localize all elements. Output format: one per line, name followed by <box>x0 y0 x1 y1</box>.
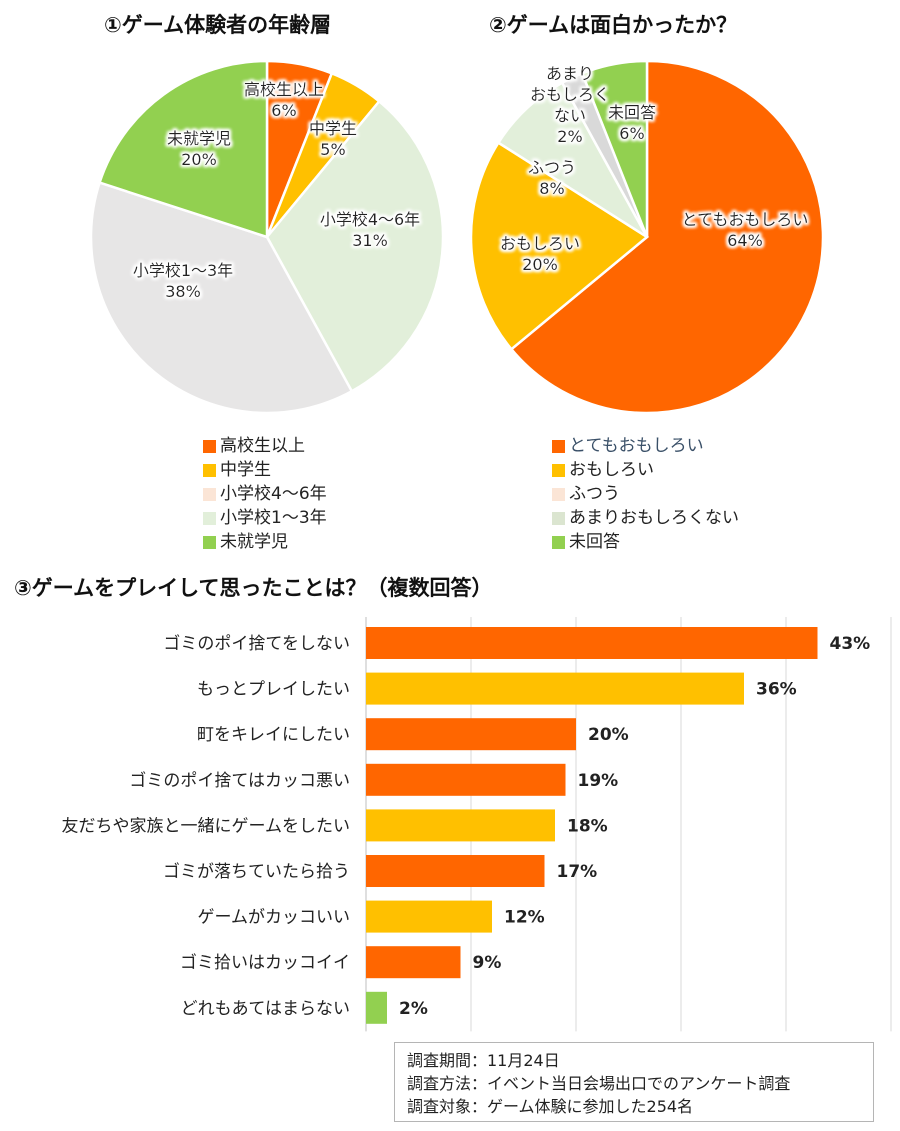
pie-chart-fun: とてもおもしろい 64% おもしろい 20% ふつう 8% あまりおもしろくない 2%未回答 6… <box>469 59 825 415</box>
age-legend-swatch-3 <box>203 511 216 525</box>
fun-legend-label-0: とてもおもしろい <box>569 436 704 456</box>
age-pie-slice-4 <box>98 59 269 239</box>
fun-legend-swatch-4 <box>552 535 565 549</box>
bar-2 <box>366 718 576 751</box>
fun-legend-swatch-3 <box>552 511 565 525</box>
note-method: 調査方法：イベント当日会場出口でのアンケート調査 <box>407 1074 791 1093</box>
age-legend-item-3: 小学校1～3年 <box>203 506 327 530</box>
fun-pie-label-1: おもしろい 20% <box>500 234 580 274</box>
age-pie-label-0: 高校生以上 6% <box>244 80 324 120</box>
bar-value-label-6: 12% <box>504 908 545 928</box>
fun-legend-label-3: あまりおもしろくない <box>569 508 739 528</box>
age-pie-label-2: 小学校4～6年 31% <box>320 210 420 250</box>
bar-value-label-5: 17% <box>557 862 598 882</box>
bar-4 <box>366 809 555 842</box>
fun-legend-label-1: おもしろい <box>569 460 654 480</box>
age-legend-label-2: 小学校4～6年 <box>220 484 327 504</box>
note-period: 調査期間：11月24日 <box>407 1051 560 1070</box>
bar-value-label-8: 2% <box>399 999 428 1019</box>
bar-category-label-1: もっとプレイしたい <box>197 680 350 700</box>
bar-value-label-3: 19% <box>578 771 619 791</box>
legend-fun: とてもおもしろい おもしろいふつうあまりおもしろくない 未回答 <box>552 434 739 554</box>
bar-value-label-1: 36% <box>756 680 797 700</box>
bar-0 <box>366 627 818 659</box>
bar-7 <box>366 946 461 979</box>
chart-3-title: ③ゲームをプレイして思ったことは？（複数回答） <box>14 576 493 600</box>
fun-legend-item-4: 未回答 <box>552 530 739 554</box>
bar-8 <box>366 991 387 1024</box>
fun-legend-swatch-2 <box>552 487 565 501</box>
age-pie-slice-3 <box>89 181 354 415</box>
age-legend-swatch-0 <box>203 439 216 453</box>
fun-pie-label-2: ふつう 8% <box>528 158 576 198</box>
age-legend-item-2: 小学校4～6年 <box>203 482 327 506</box>
chart-1-title: ①ゲーム体験者の年齢層 <box>104 13 332 37</box>
bar-category-label-3: ゴミのポイ捨てはカッコ悪い <box>129 770 350 791</box>
age-legend-item-0: 高校生以上 <box>203 434 327 458</box>
bar-5 <box>366 855 545 887</box>
age-legend-label-4: 未就学児 <box>220 532 288 552</box>
age-legend-item-4: 未就学児 <box>203 530 327 554</box>
age-pie-label-4: 未就学児 20% <box>167 129 231 169</box>
fun-pie-slice-1 <box>469 140 650 351</box>
bar-value-label-0: 43% <box>830 634 871 654</box>
age-legend-swatch-4 <box>203 535 216 549</box>
age-pie-label-3: 小学校1～3年 38% <box>133 261 233 301</box>
fun-pie-label-4: 未回答 6% <box>608 103 656 143</box>
age-legend-label-0: 高校生以上 <box>220 436 305 456</box>
fun-legend-label-4: 未回答 <box>569 532 620 552</box>
bar-6 <box>366 900 492 933</box>
bar-category-label-6: ゲームがカッコいい <box>198 908 351 928</box>
age-pie-label-1: 中学生 5% <box>309 119 357 159</box>
fun-pie-slice-0 <box>509 59 825 415</box>
age-legend-item-1: 中学生 <box>203 458 327 482</box>
legend-age: 高校生以上中学生小学校4～6年 小学校1～3年 未就学児 <box>203 434 327 554</box>
fun-legend-label-2: ふつう <box>569 484 620 504</box>
bar-category-label-8: どれもあてはまらない <box>181 999 350 1019</box>
chart-2-title: ②ゲームは面白かったか？ <box>489 13 738 37</box>
age-legend-label-3: 小学校1～3年 <box>220 508 327 528</box>
survey-note: 調査期間：11月24日 調査方法：イベント当日会場出口でのアンケート調査 調査対… <box>394 1042 874 1122</box>
bar-value-label-4: 18% <box>567 816 608 836</box>
fun-legend-item-0: とてもおもしろい <box>552 434 739 458</box>
age-legend-swatch-1 <box>203 463 216 477</box>
bar-1 <box>366 672 744 705</box>
bar-category-label-2: 町をキレイにしたい <box>197 725 350 745</box>
fun-pie-label-0: とてもおもしろい 64% <box>682 210 809 250</box>
fun-legend-item-1: おもしろい <box>552 458 739 482</box>
age-legend-label-1: 中学生 <box>220 460 271 480</box>
note-target: 調査対象：ゲーム体験に参加した254名 <box>407 1097 694 1116</box>
fun-legend-swatch-0 <box>552 439 565 453</box>
bar-category-label-7: ゴミ拾いはカッコイイ <box>180 952 350 973</box>
pie-chart-age: 高校生以上 6%中学生 5% 小学校4～6年 31% 小学校1～3年 38% 未就学児 20% <box>89 59 445 415</box>
bar-category-label-5: ゴミが落ちていたら拾う <box>163 861 350 882</box>
fun-legend-item-3: あまりおもしろくない <box>552 506 739 530</box>
bar-category-label-0: ゴミのポイ捨てをしない <box>163 633 350 654</box>
bar-chart-impressions: ゴミのポイ捨てをしない 43% もっとプレイしたい 36% 町をキレイにしたい 20% ゴミ… <box>62 617 892 1032</box>
age-legend-swatch-2 <box>203 487 216 501</box>
bar-value-label-2: 20% <box>588 725 629 745</box>
bar-3 <box>366 763 566 796</box>
fun-pie-slice-2 <box>496 81 649 239</box>
fun-legend-swatch-1 <box>552 463 565 477</box>
bar-value-label-7: 9% <box>473 953 502 973</box>
fun-pie-label-3: あまりおもしろくない 2% <box>530 64 610 146</box>
fun-legend-item-2: ふつう <box>552 482 739 506</box>
bar-category-label-4: 友だちや家族と一緒にゲームをしたい <box>62 816 351 836</box>
age-pie-slice-2 <box>265 99 445 393</box>
fun-pie-slice-4 <box>580 59 649 238</box>
